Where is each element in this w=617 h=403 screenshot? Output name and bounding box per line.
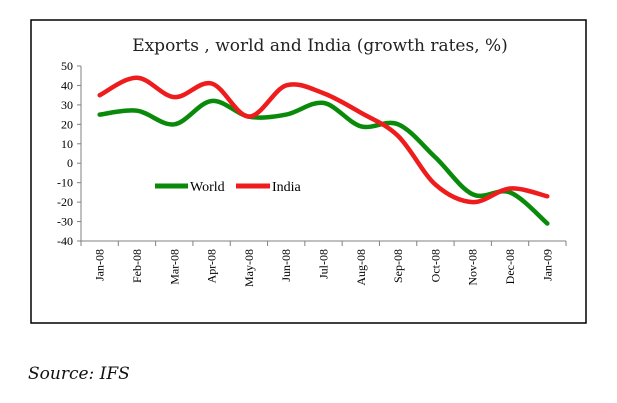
y-tick-label: 30: [61, 98, 73, 112]
x-tick-label: Aug-08: [354, 249, 368, 286]
chart-frame: [30, 19, 587, 324]
x-tick-label: Jun-08: [279, 249, 293, 282]
x-tick-label: Jan-08: [93, 249, 107, 281]
x-tick-label: Oct-08: [428, 249, 442, 282]
source-caption: Source: IFS: [28, 364, 130, 384]
chart-title: Exports , world and India (growth rates,…: [132, 36, 508, 56]
x-tick-label: Jan-09: [540, 249, 554, 281]
x-tick-label: Dec-08: [503, 249, 517, 284]
x-tick-label: Feb-08: [130, 249, 144, 283]
x-tick-label: Nov-08: [466, 249, 480, 286]
y-tick-label: 10: [61, 137, 73, 151]
y-tick-label: -20: [57, 195, 73, 209]
x-tick-label: May-08: [242, 249, 256, 287]
legend: World India: [155, 180, 302, 195]
x-tick-label: Mar-08: [167, 249, 181, 285]
y-tick-label: 50: [61, 59, 73, 73]
x-tick-label: Jul-08: [317, 249, 331, 279]
y-tick-label: -30: [57, 215, 73, 229]
y-tick-label: 40: [61, 78, 73, 92]
legend-label-world: World: [190, 180, 225, 195]
x-tick-label: Apr-08: [205, 249, 219, 283]
y-tick-label: -10: [57, 176, 73, 190]
legend-label-india: India: [272, 180, 302, 195]
x-tick-label: Sep-08: [391, 249, 405, 283]
y-tick-label: 20: [61, 117, 73, 131]
y-tick-label: 0: [67, 156, 73, 170]
y-tick-label: -40: [57, 234, 73, 248]
